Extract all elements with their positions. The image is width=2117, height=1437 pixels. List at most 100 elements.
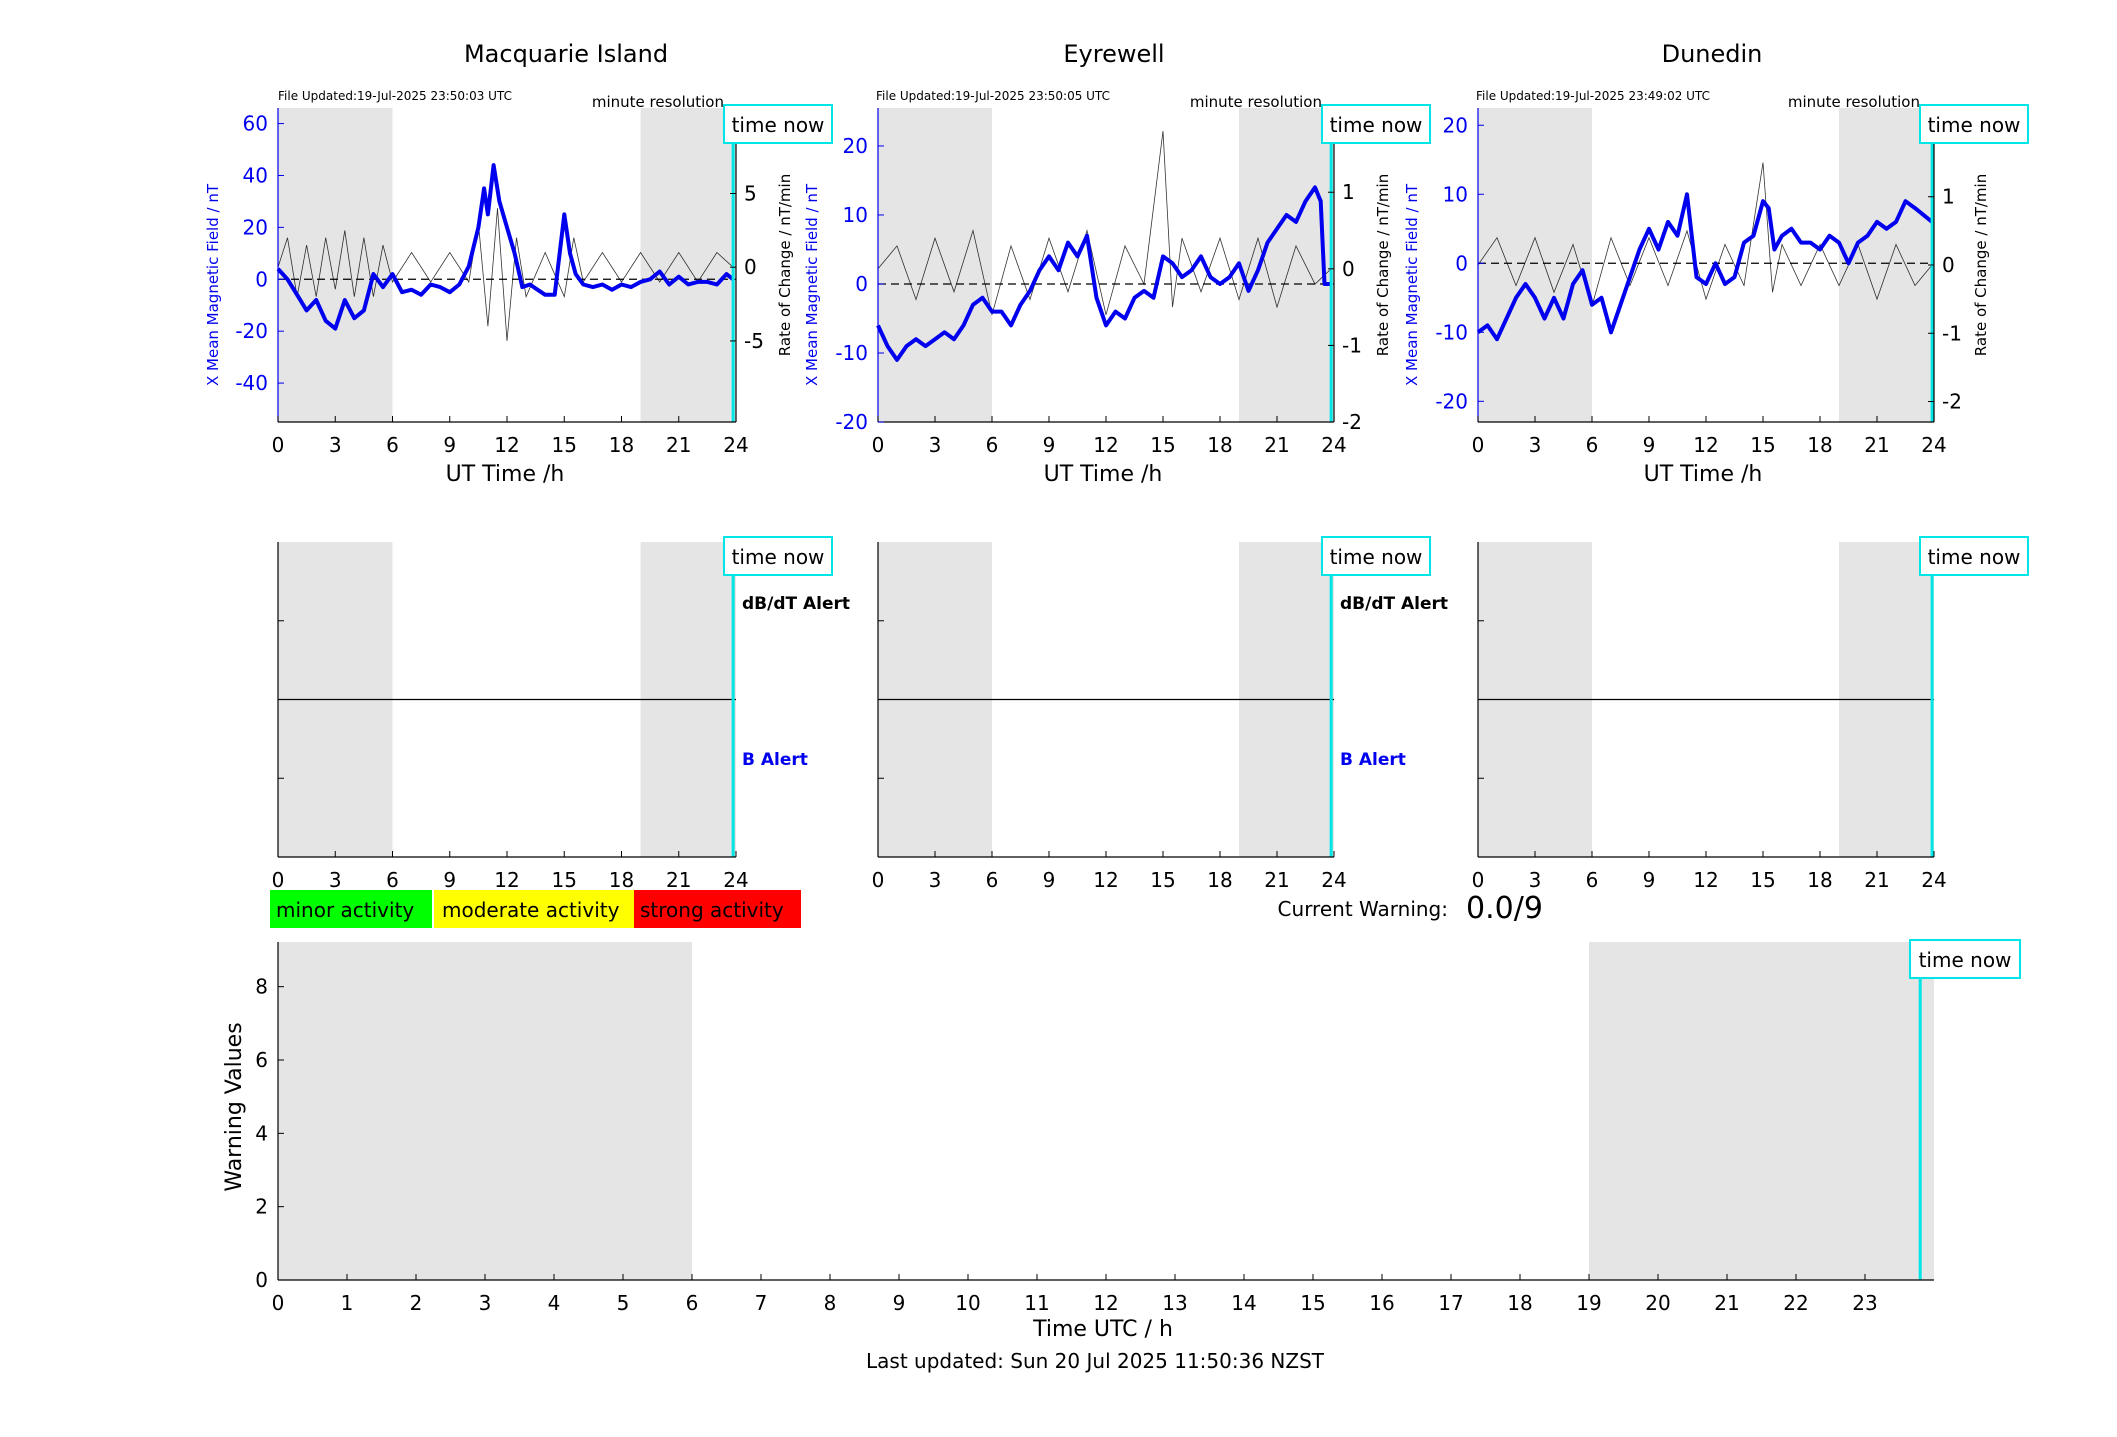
legend-moderate-label: moderate activity xyxy=(442,898,620,922)
y-tick-label: 8 xyxy=(255,975,268,999)
xlabel-dunedin: UT Time /h xyxy=(1644,462,1763,487)
y-tick-label-left: -10 xyxy=(1435,320,1468,344)
station-title-dunedin: Dunedin xyxy=(1662,40,1763,68)
y-tick-label: 4 xyxy=(255,1121,268,1145)
time-now-box xyxy=(723,536,833,576)
x-tick-label: 12 xyxy=(1093,1291,1118,1315)
file-updated-dunedin: File Updated:19-Jul-2025 23:49:02 UTC xyxy=(1476,89,1710,103)
x-tick-label: 8 xyxy=(824,1291,837,1315)
night-band xyxy=(278,942,692,1280)
x-tick-label: 0 xyxy=(272,1291,285,1315)
time-now-label: time now xyxy=(1919,948,2012,972)
night-band xyxy=(278,108,393,422)
x-tick-label: 6 xyxy=(986,868,999,892)
resolution-dunedin: minute resolution xyxy=(1788,93,1920,111)
night-band xyxy=(1239,108,1334,422)
x-tick-label: 6 xyxy=(386,868,399,892)
x-tick-label: 16 xyxy=(1369,1291,1394,1315)
alert-panel-1: 0 3 6 9 12 15 18 21 24 xyxy=(872,542,1347,892)
y-tick-label-left: 0 xyxy=(855,272,868,296)
legend-minor-label: minor activity xyxy=(276,898,414,922)
x-tick-label: 24 xyxy=(723,868,748,892)
ylabel-left-macquarie: X Mean Magnetic Field / nT xyxy=(204,183,222,386)
x-tick-label: 4 xyxy=(548,1291,561,1315)
x-tick-label: 11 xyxy=(1024,1291,1049,1315)
y-tick-label-left: -20 xyxy=(835,410,868,434)
warning-panel: 0 1 2 3 4 5 6 7 8 9 10 11 12 13 14 15 16 17 18 19 20 21 22 2302… xyxy=(255,942,1934,1315)
x-tick-label: 23 xyxy=(1852,1291,1877,1315)
y-tick-label-left: 60 xyxy=(243,112,268,136)
x-tick-label: 15 xyxy=(1750,433,1775,457)
y-tick-label-left: 0 xyxy=(255,267,268,291)
alert-panel-0: 0 3 6 9 12 15 18 21 24 xyxy=(272,542,749,892)
x-tick-label: 21 xyxy=(1864,433,1889,457)
y-tick-label-right: -1 xyxy=(1942,321,1962,345)
y-tick-label: 2 xyxy=(255,1195,268,1219)
y-tick-label-left: 20 xyxy=(1443,113,1468,137)
legend-strong-label: strong activity xyxy=(640,898,784,922)
y-tick-label: 0 xyxy=(255,1268,268,1292)
time-now-box xyxy=(1919,536,2029,576)
x-tick-label: 18 xyxy=(1207,868,1232,892)
y-tick-label-left: 10 xyxy=(1443,182,1468,206)
dbdt-alert-label-eyrewell: dB/dT Alert xyxy=(1340,594,1448,614)
mean-field-series xyxy=(1476,192,1934,342)
x-tick-label: 9 xyxy=(893,1291,906,1315)
station-title-eyrewell: Eyrewell xyxy=(1063,40,1164,68)
y-tick-label-right: 0 xyxy=(1942,253,1955,277)
x-tick-label: 3 xyxy=(329,433,342,457)
y-tick-label-right: -2 xyxy=(1342,410,1362,434)
x-tick-label: 21 xyxy=(1264,433,1289,457)
x-tick-label: 21 xyxy=(666,433,691,457)
y-tick-label-left: -10 xyxy=(835,341,868,365)
xlabel-macquarie: UT Time /h xyxy=(446,462,565,487)
time-now-box xyxy=(1919,104,2029,144)
x-tick-label: 15 xyxy=(1150,868,1175,892)
ylabel-right-eyrewell: Rate of Change / nT/min xyxy=(1374,174,1392,356)
y-tick-label-right: 1 xyxy=(1942,185,1955,209)
x-tick-label: 21 xyxy=(1864,868,1889,892)
xlabel-eyrewell: UT Time /h xyxy=(1044,462,1163,487)
rate-of-change-series xyxy=(877,130,1332,315)
x-tick-label: 6 xyxy=(386,433,399,457)
time-now-box xyxy=(723,104,833,144)
time-now-label: time now xyxy=(1928,113,2021,137)
x-tick-label: 22 xyxy=(1783,1291,1808,1315)
x-tick-label: 19 xyxy=(1576,1291,1601,1315)
time-now-label: time now xyxy=(1928,545,2021,569)
x-tick-label: 0 xyxy=(872,868,885,892)
x-tick-label: 12 xyxy=(1693,433,1718,457)
y-tick-label-left: -20 xyxy=(1435,389,1468,413)
warning-ylabel: Warning Values xyxy=(222,1022,247,1191)
x-tick-label: 20 xyxy=(1645,1291,1670,1315)
x-tick-label: 15 xyxy=(1300,1291,1325,1315)
dbdt-alert-label-macquarie: dB/dT Alert xyxy=(742,594,850,614)
x-tick-label: 0 xyxy=(272,433,285,457)
station-title-macquarie: Macquarie Island xyxy=(464,40,668,68)
y-tick-label-right: 0 xyxy=(744,255,757,279)
time-now-label: time now xyxy=(1330,545,1423,569)
x-tick-label: 3 xyxy=(329,868,342,892)
x-tick-label: 17 xyxy=(1438,1291,1463,1315)
x-tick-label: 12 xyxy=(494,433,519,457)
x-tick-label: 6 xyxy=(686,1291,699,1315)
x-tick-label: 13 xyxy=(1162,1291,1187,1315)
time-now-box xyxy=(1321,104,1431,144)
x-tick-label: 12 xyxy=(1093,433,1118,457)
x-tick-label: 12 xyxy=(1693,868,1718,892)
time-now-box xyxy=(1321,536,1431,576)
x-tick-label: 18 xyxy=(609,433,634,457)
y-tick-label-left: 20 xyxy=(843,134,868,158)
x-tick-label: 18 xyxy=(1807,868,1832,892)
x-tick-label: 18 xyxy=(1207,433,1232,457)
resolution-eyrewell: minute resolution xyxy=(1190,93,1322,111)
y-tick-label-right: -5 xyxy=(744,329,764,353)
x-tick-label: 2 xyxy=(410,1291,423,1315)
y-tick-label-left: -40 xyxy=(235,371,268,395)
ylabel-left-eyrewell: X Mean Magnetic Field / nT xyxy=(803,183,821,386)
x-tick-label: 3 xyxy=(929,868,942,892)
y-tick-label-left: 40 xyxy=(243,163,268,187)
